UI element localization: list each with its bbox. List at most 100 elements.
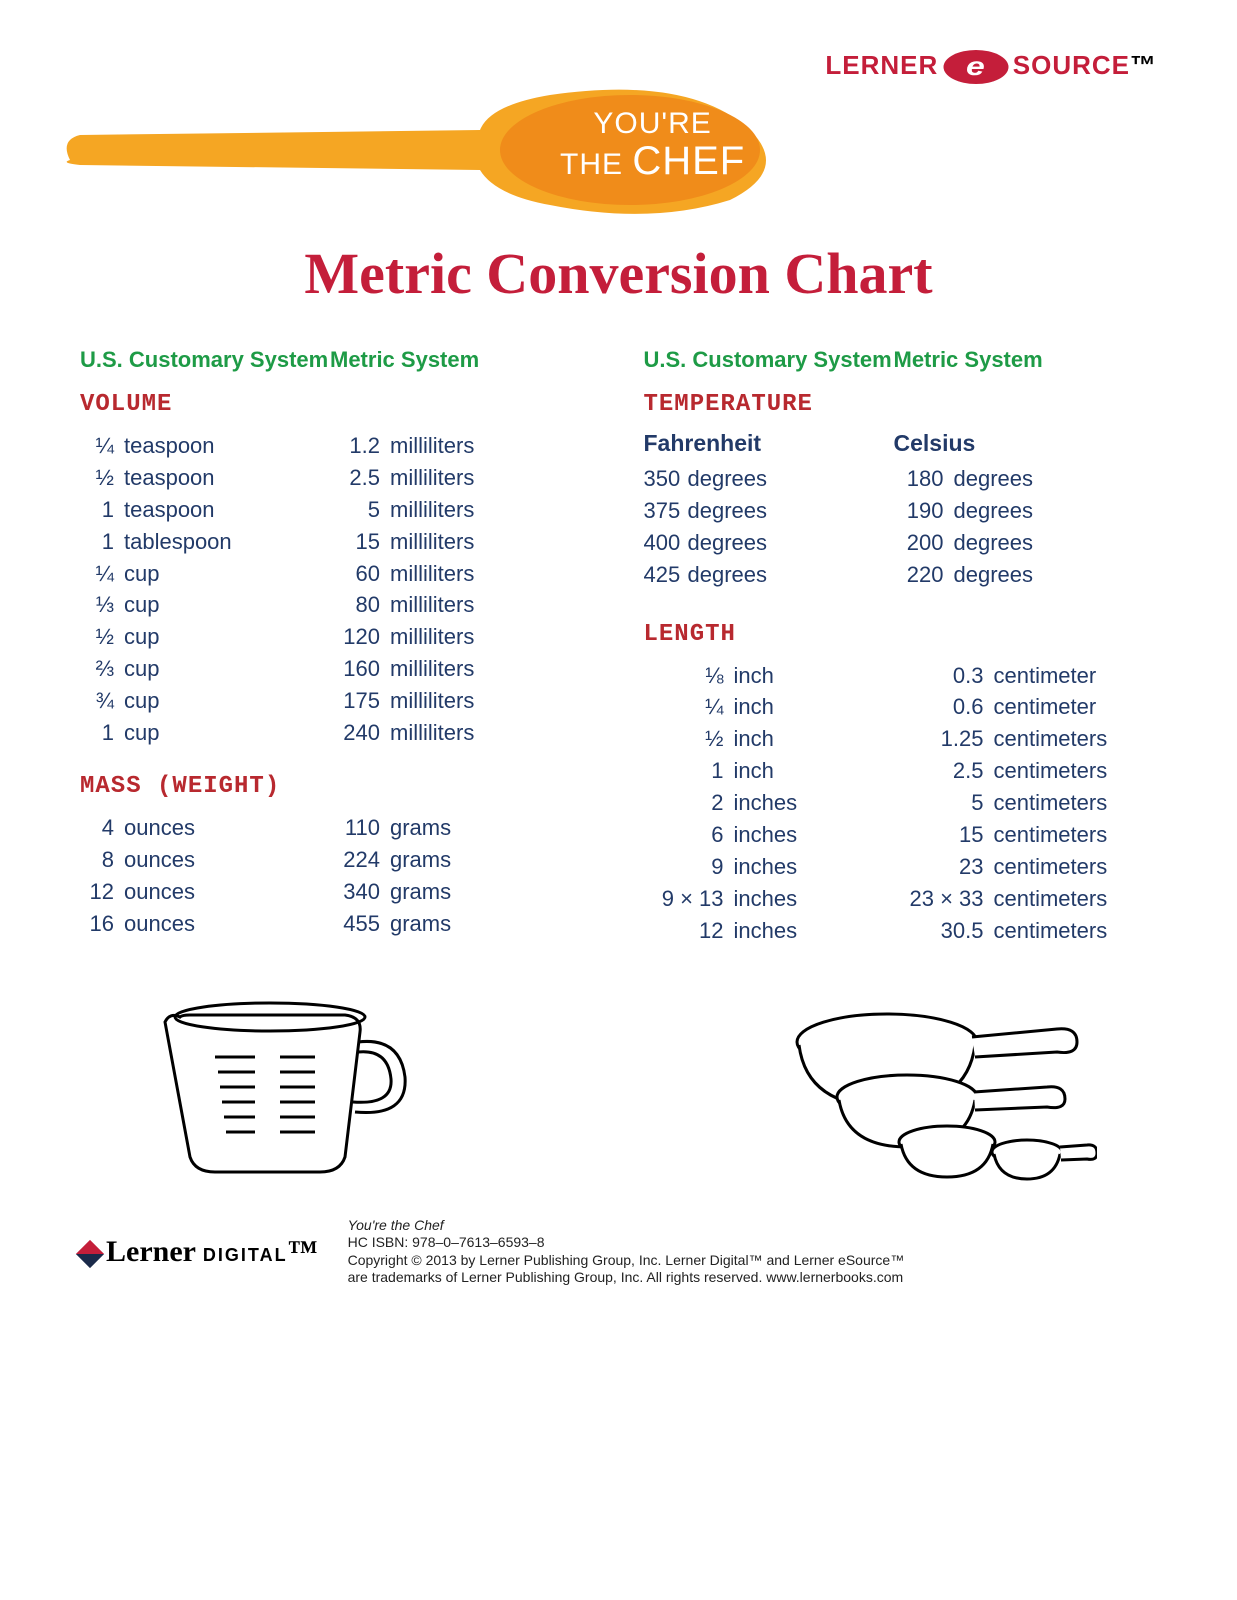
right-column: U.S. Customary System Metric System TEMP… (644, 347, 1158, 947)
header-us-right: U.S. Customary System (644, 347, 894, 373)
row-unit2: centimeters (994, 755, 1158, 787)
row-num1: 16 (80, 908, 124, 940)
row-unit2: centimeters (994, 787, 1158, 819)
diamond-icon (76, 1240, 104, 1268)
table-row: 1tablespoon15milliliters (80, 526, 594, 558)
row-unit2: milliliters (390, 494, 594, 526)
row-num2: 23 × 33 (894, 883, 994, 915)
row-unit1: cup (124, 558, 330, 590)
table-row: 400degrees200degrees (644, 527, 1158, 559)
row-num2: 30.5 (894, 915, 994, 947)
row-unit2: grams (390, 908, 594, 940)
row-unit2: centimeter (994, 660, 1158, 692)
row-num2: 5 (330, 494, 390, 526)
row-unit2: milliliters (390, 462, 594, 494)
footer-line1: You're the Chef (348, 1217, 905, 1235)
table-row: 1cup240milliliters (80, 717, 594, 749)
row-unit1: tablespoon (124, 526, 330, 558)
row-num1: 4 (80, 812, 124, 844)
spoon-line3: CHEF (632, 139, 745, 183)
row-num1: ½ (644, 723, 734, 755)
row-unit1: inch (734, 660, 894, 692)
row-num1: 400 (644, 527, 688, 559)
table-row: 9inches23centimeters (644, 851, 1158, 883)
row-num1: 425 (644, 559, 688, 591)
measuring-cup-icon (140, 987, 420, 1187)
row-unit1: ounces (124, 844, 330, 876)
row-unit2: milliliters (390, 685, 594, 717)
measuring-cups-icon (777, 987, 1097, 1187)
footer-line2: HC ISBN: 978–0–7613–6593–8 (348, 1234, 905, 1252)
row-num1: 375 (644, 495, 688, 527)
row-unit1: teaspoon (124, 494, 330, 526)
row-unit2: centimeters (994, 883, 1158, 915)
row-unit1: ounces (124, 876, 330, 908)
row-unit2: degrees (954, 495, 1158, 527)
illustrations (80, 987, 1157, 1187)
row-num2: 120 (330, 621, 390, 653)
row-unit1: cup (124, 653, 330, 685)
row-unit1: teaspoon (124, 462, 330, 494)
table-row: 4ounces110grams (80, 812, 594, 844)
row-unit2: centimeter (994, 691, 1158, 723)
row-unit1: ounces (124, 908, 330, 940)
row-num2: 60 (330, 558, 390, 590)
spoon-line2: THE (560, 148, 623, 181)
row-unit1: inches (734, 787, 894, 819)
table-row: 12inches30.5centimeters (644, 915, 1158, 947)
row-unit2: degrees (954, 527, 1158, 559)
row-unit2: milliliters (390, 653, 594, 685)
footer-logo-suffix: DIGITAL (203, 1245, 288, 1265)
row-unit2: milliliters (390, 717, 594, 749)
table-row: 9 × 13inches23 × 33centimeters (644, 883, 1158, 915)
row-unit1: cup (124, 717, 330, 749)
row-unit2: milliliters (390, 558, 594, 590)
row-unit2: milliliters (390, 526, 594, 558)
row-unit1: inches (734, 851, 894, 883)
footer-text: You're the Chef HC ISBN: 978–0–7613–6593… (348, 1217, 905, 1287)
row-unit1: degrees (688, 463, 894, 495)
mass-rows: 4ounces110grams8ounces224grams12ounces34… (80, 812, 594, 940)
row-num1: 9 × 13 (644, 883, 734, 915)
brand-e-badge: e (943, 50, 1008, 84)
row-num1: ¼ (644, 691, 734, 723)
row-num1: ¼ (80, 558, 124, 590)
row-unit1: cup (124, 685, 330, 717)
spoon-line1: YOU'RE (593, 107, 711, 140)
row-num2: 1.2 (330, 430, 390, 462)
header: LERNER e SOURCE™ YOU'RE THE CHEF (80, 50, 1157, 210)
table-row: 2inches5centimeters (644, 787, 1158, 819)
row-unit2: milliliters (390, 589, 594, 621)
row-num1: 1 (80, 717, 124, 749)
row-unit2: degrees (954, 559, 1158, 591)
row-unit2: milliliters (390, 621, 594, 653)
column-headers-right: U.S. Customary System Metric System (644, 347, 1158, 373)
row-num2: 15 (894, 819, 994, 851)
row-num1: 350 (644, 463, 688, 495)
brand-source: SOURCE (1013, 50, 1130, 80)
row-unit2: degrees (954, 463, 1158, 495)
row-num1: 8 (80, 844, 124, 876)
section-temp-title: TEMPERATURE (644, 391, 1158, 418)
footer-logo-name: Lerner (106, 1235, 195, 1268)
row-num1: 1 (80, 526, 124, 558)
table-row: 375degrees190degrees (644, 495, 1158, 527)
footer-line3: Copyright © 2013 by Lerner Publishing Gr… (348, 1252, 905, 1270)
row-unit2: grams (390, 812, 594, 844)
row-num1: 12 (644, 915, 734, 947)
table-row: ⅓cup80milliliters (80, 589, 594, 621)
header-metric-left: Metric System (330, 347, 594, 373)
row-unit2: centimeters (994, 915, 1158, 947)
row-num1: ½ (80, 621, 124, 653)
row-unit1: cup (124, 621, 330, 653)
section-volume-title: VOLUME (80, 391, 594, 418)
row-num1: ¾ (80, 685, 124, 717)
volume-rows: ¼teaspoon1.2milliliters½teaspoon2.5milli… (80, 430, 594, 749)
row-unit1: degrees (688, 495, 894, 527)
row-unit2: centimeters (994, 851, 1158, 883)
table-row: 12ounces340grams (80, 876, 594, 908)
row-unit1: degrees (688, 559, 894, 591)
section-mass-title: MASS (WEIGHT) (80, 773, 594, 800)
table-row: ½inch1.25centimeters (644, 723, 1158, 755)
row-num2: 455 (330, 908, 390, 940)
